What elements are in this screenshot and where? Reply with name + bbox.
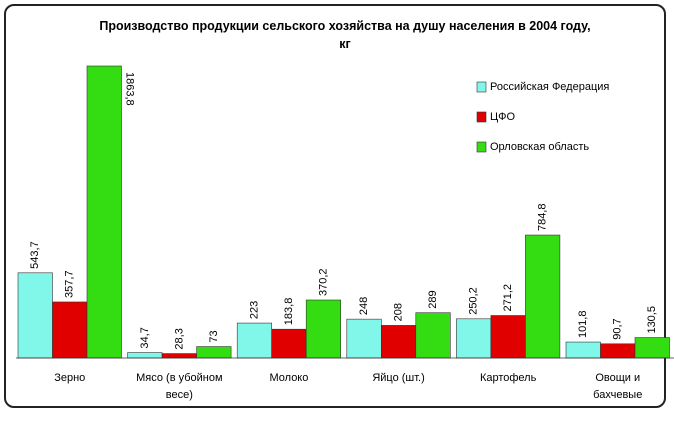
x-tick-label: Мясо (в убойном весе) xyxy=(136,372,223,401)
legend-label: Орловская область xyxy=(490,141,589,153)
chart-frame xyxy=(4,4,666,408)
bar xyxy=(600,343,636,359)
bar xyxy=(161,353,197,359)
value-label: 130,5 xyxy=(646,306,658,334)
legend-label: Российская Федерация xyxy=(490,81,609,93)
bar xyxy=(127,352,163,359)
bar xyxy=(490,315,526,359)
legend-swatch xyxy=(476,81,487,93)
bar xyxy=(17,272,53,359)
legend-swatch xyxy=(476,111,487,123)
bar xyxy=(380,325,417,359)
bar xyxy=(86,65,122,359)
value-label: 1863,8 xyxy=(124,72,136,106)
bar xyxy=(415,312,451,359)
value-label: 543,7 xyxy=(29,241,41,269)
value-label: 183,8 xyxy=(283,298,295,326)
bar xyxy=(634,337,670,359)
legend-swatch xyxy=(476,141,487,153)
bar xyxy=(271,328,307,359)
bar xyxy=(456,318,492,359)
value-label: 90,7 xyxy=(612,318,624,339)
x-tick-label: Овощи и бахчевые xyxy=(593,372,643,401)
bar xyxy=(565,341,601,359)
value-label: 28,3 xyxy=(173,328,185,349)
value-label: 357,7 xyxy=(64,270,76,298)
value-label: 34,7 xyxy=(139,327,151,348)
bar xyxy=(525,234,561,359)
value-label: 784,8 xyxy=(537,204,549,232)
value-label: 271,2 xyxy=(502,284,514,312)
value-label: 370,2 xyxy=(317,268,329,296)
value-label: 73 xyxy=(208,330,220,342)
value-label: 208 xyxy=(392,303,404,321)
value-label: 248 xyxy=(358,297,370,315)
x-tick-label: Яйцо (шт.) xyxy=(372,372,425,384)
value-label: 250,2 xyxy=(468,287,480,315)
bar xyxy=(52,301,88,359)
bar xyxy=(346,318,382,359)
value-label: 101,8 xyxy=(577,311,589,339)
x-tick-label: Картофель xyxy=(479,372,537,384)
chart-title: Производство продукции сельского хозяйст… xyxy=(99,19,591,51)
legend-label: ЦФО xyxy=(490,111,516,123)
value-label: 289 xyxy=(427,290,439,308)
value-label: 223 xyxy=(248,301,260,319)
x-tick-label: Молоко xyxy=(269,372,309,384)
x-tick-label: Зерно xyxy=(54,372,86,384)
bar xyxy=(196,346,232,359)
bar xyxy=(236,322,272,359)
bar xyxy=(305,299,342,359)
